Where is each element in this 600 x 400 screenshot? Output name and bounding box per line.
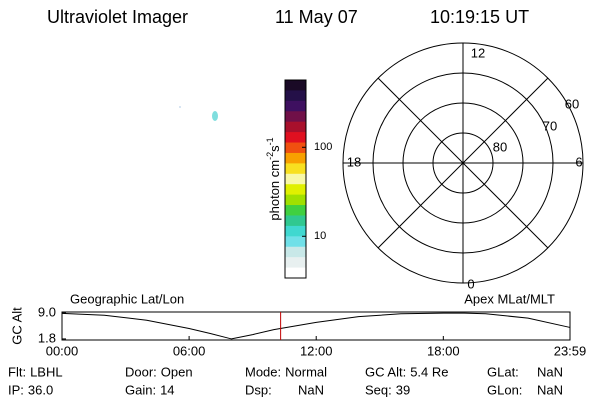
colorbar-swatch: [285, 100, 306, 112]
field-value: LBHL: [30, 364, 63, 379]
colorbar-swatch: [285, 121, 306, 133]
colorbar-swatch: [285, 111, 306, 123]
right-label: Apex MLat/MLT: [464, 291, 555, 306]
colorbar-label-part: -2: [265, 152, 275, 160]
field-value: 36.0: [28, 382, 53, 397]
polar-spoke: [377, 77, 549, 249]
field-value: Open: [161, 364, 193, 379]
colorbar-swatch: [285, 257, 306, 269]
x-tick-label: 00:00: [46, 343, 79, 358]
colorbar: 10 100 photon cm-2s-1: [265, 79, 332, 279]
field-label: GC Alt:: [365, 364, 406, 379]
y-tick-label: 9.0: [38, 305, 56, 320]
polar-ring-label: 80: [493, 139, 507, 154]
colorbar-swatch: [285, 215, 306, 227]
y-axis-label: GC Alt: [9, 307, 24, 345]
field-value: 39: [396, 382, 410, 397]
field-value: NaN: [298, 382, 324, 397]
field-label: Gain:: [125, 382, 156, 397]
colorbar-swatch: [285, 194, 306, 206]
field-value: NaN: [537, 382, 563, 397]
colorbar-tick-label: 100: [314, 141, 332, 153]
x-tick-label: 23:59: [554, 343, 587, 358]
status-fields: Flt: LBHL Door: Open Mode: Normal GC Alt: 5.4 R…: [8, 364, 563, 397]
instrument-title: Ultraviolet Imager: [47, 7, 188, 27]
altitude-line: [61, 312, 571, 340]
field-label: Dsp:: [245, 382, 272, 397]
polar-ring-label: 70: [543, 118, 557, 133]
colorbar-swatch: [285, 80, 306, 91]
colorbar-swatch: [285, 225, 306, 237]
image-speck: [179, 106, 181, 108]
mlt-label: 12: [471, 45, 485, 60]
colorbar-swatch: [285, 142, 306, 154]
colorbar-swatch: [285, 132, 306, 144]
field-label: Seq:: [365, 382, 392, 397]
field-label: Door:: [125, 364, 157, 379]
field-value: 5.4 Re: [410, 364, 448, 379]
colorbar-swatch: [285, 163, 306, 175]
field-label: Flt:: [8, 364, 26, 379]
field-label: GLon:: [487, 382, 522, 397]
time: 10:19:15 UT: [430, 7, 529, 27]
field-label: IP:: [8, 382, 24, 397]
colorbar-swatch: [285, 184, 306, 196]
colorbar-swatch: [285, 205, 306, 216]
colorbar-swatch: [285, 173, 306, 185]
field-value: NaN: [537, 364, 563, 379]
colorbar-swatch: [285, 90, 306, 102]
left-label: Geographic Lat/Lon: [70, 291, 184, 306]
colorbar-swatch: [285, 246, 306, 258]
plot-frame: [61, 311, 571, 341]
altitude-plot: GC Alt Geographic Lat/Lon Apex MLat/MLT 9.0…: [9, 291, 586, 358]
y-tick-label: 1.8: [38, 330, 56, 345]
mlt-label: 6: [575, 154, 582, 169]
colorbar-frame: [284, 79, 307, 279]
colorbar-tick-label: 10: [314, 230, 326, 242]
x-tick-label: 12:00: [300, 343, 333, 358]
colorbar-swatch: [285, 267, 306, 279]
field-value: 14: [160, 382, 174, 397]
colorbar-label-part: s: [267, 145, 282, 152]
field-label: Mode:: [245, 364, 281, 379]
colorbar-swatch: [285, 236, 306, 248]
colorbar-swatch: [285, 152, 306, 164]
mlt-label: 18: [347, 154, 361, 169]
field-value: Normal: [285, 364, 327, 379]
colorbar-label: photon cm-2s-1: [265, 137, 282, 220]
image-blob: [212, 111, 218, 121]
x-tick-label: 06:00: [173, 343, 206, 358]
date: 11 May 07: [275, 7, 358, 27]
x-tick-label: 18:00: [427, 343, 460, 358]
colorbar-label-part: -1: [265, 137, 275, 145]
field-label: GLat:: [487, 364, 519, 379]
colorbar-label-part: photon cm: [267, 160, 282, 221]
mlt-label: 0: [467, 276, 474, 291]
polar-ring-label: 60: [565, 96, 579, 111]
